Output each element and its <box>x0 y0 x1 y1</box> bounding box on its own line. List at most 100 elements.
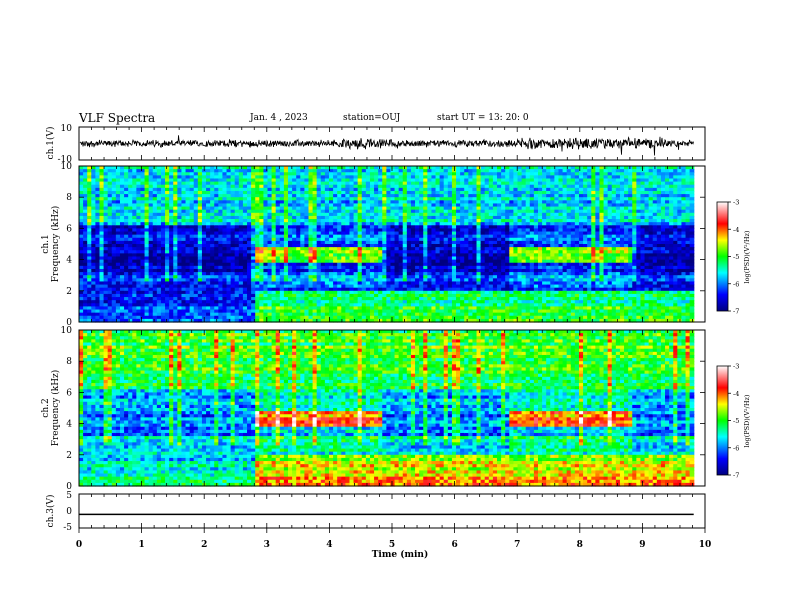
spectrogram-cell <box>402 309 408 314</box>
spectrogram-cell <box>386 244 392 248</box>
spectrogram-cell <box>255 178 260 183</box>
spectrogram-cell <box>136 184 142 189</box>
spectrogram-cell <box>222 212 228 217</box>
spectrogram-cell <box>312 268 318 273</box>
spectrogram-cell <box>308 209 314 214</box>
spectrogram-cell <box>251 234 256 239</box>
spectrogram-cell <box>353 225 359 229</box>
spectrogram-cell <box>374 278 379 283</box>
spectrogram-cell <box>316 262 322 267</box>
spectrogram-cell <box>283 190 289 195</box>
spectrogram-cell <box>226 184 232 189</box>
spectrogram-cell <box>296 247 301 251</box>
spectrogram-cell <box>464 284 469 289</box>
spectrogram-cell <box>304 190 310 195</box>
spectrogram-cell <box>296 222 301 226</box>
spectrogram-cell <box>83 278 88 283</box>
spectrogram-cell <box>226 281 232 286</box>
spectrogram-cell <box>95 268 101 273</box>
spectrogram-cell <box>83 166 88 170</box>
spectrogram-cell <box>365 275 371 279</box>
spectrogram-cell <box>480 256 486 261</box>
spectrogram-cell <box>464 231 469 236</box>
spectrogram-cell <box>337 275 342 279</box>
spectrogram-cell <box>230 219 236 223</box>
spectrogram-cell <box>87 237 92 242</box>
spectrogram-cell <box>144 250 150 254</box>
spectrogram-cell <box>234 228 240 233</box>
spectrogram-cell <box>210 303 215 307</box>
spectrogram-cell <box>451 265 457 270</box>
spectrogram-cell <box>324 225 330 229</box>
spectrogram-cell <box>169 206 174 211</box>
spectrogram-cell <box>99 234 105 239</box>
spectrogram-cell <box>132 275 137 279</box>
spectrogram-cell <box>234 240 240 245</box>
spectrogram-cell <box>341 256 346 261</box>
spectrogram-cell <box>390 237 396 242</box>
spectrogram-cell <box>214 190 219 195</box>
spectrogram-cell <box>247 244 252 248</box>
spectrogram-cell <box>210 290 215 295</box>
spectrogram-cell <box>218 166 224 170</box>
spectrogram-cell <box>345 172 351 176</box>
spectrogram-cell <box>480 318 486 323</box>
spectrogram-cell <box>451 206 457 211</box>
spectrogram-cell <box>292 237 297 242</box>
spectrogram-cell <box>267 300 273 304</box>
spectrogram-cell <box>103 303 109 307</box>
spectrogram-cell <box>365 281 371 286</box>
spectrogram-cell <box>435 290 441 295</box>
spectrogram-cell <box>484 206 490 211</box>
spectrogram-cell <box>177 209 183 214</box>
spectrogram-cell <box>353 197 359 201</box>
spectrogram-cell <box>185 250 191 254</box>
spectrogram-cell <box>300 259 305 264</box>
spectrogram-cell <box>226 284 232 289</box>
spectrogram-cell <box>156 290 162 295</box>
spectrogram-cell <box>140 166 146 170</box>
spectrogram-cell <box>439 250 445 254</box>
spectrogram-cell <box>87 231 92 236</box>
spectrogram-cell <box>95 175 101 180</box>
spectrogram-cell <box>251 184 256 189</box>
spectrogram-cell <box>283 272 289 276</box>
spectrogram-cell <box>468 250 474 254</box>
spectrogram-cell <box>345 240 351 245</box>
spectrogram-cell <box>128 175 133 180</box>
spectrogram-cell <box>255 250 260 254</box>
spectrogram-cell <box>296 303 301 307</box>
spectrogram-cell <box>259 197 265 201</box>
spectrogram-cell <box>337 169 342 173</box>
spectrogram-cell <box>443 284 449 289</box>
spectrogram-cell <box>160 169 166 173</box>
spectrogram-cell <box>406 197 412 201</box>
spectrogram-cell <box>136 300 142 304</box>
spectrogram-cell <box>242 300 248 304</box>
spectrogram-cell <box>177 300 183 304</box>
spectrogram-cell <box>206 287 211 292</box>
spectrogram-cell <box>341 228 346 233</box>
spectrogram-cell <box>148 178 154 183</box>
spectrogram-cell <box>124 278 129 283</box>
spectrogram-cell <box>152 197 158 201</box>
spectrogram-cell <box>476 250 482 254</box>
spectrogram-cell <box>99 190 105 195</box>
spectrogram-cell <box>91 300 96 304</box>
spectrogram-cell <box>148 187 154 192</box>
spectrogram-cell <box>300 166 305 170</box>
spectrogram-cell <box>439 190 445 195</box>
spectrogram-cell <box>292 300 297 304</box>
spectrogram-cell <box>247 197 252 201</box>
spectrogram-cell <box>160 275 166 279</box>
spectrogram-cell <box>160 209 166 214</box>
spectrogram-cell <box>415 184 420 189</box>
spectrogram-cell <box>390 306 396 311</box>
spectrogram-cell <box>316 318 322 323</box>
spectrogram-cell <box>275 240 281 245</box>
spectrogram-cell <box>419 225 424 229</box>
spectrogram-cell <box>402 184 408 189</box>
spectrogram-cell <box>279 187 285 192</box>
spectrogram-cell <box>369 312 375 317</box>
spectrogram-cell <box>386 209 392 214</box>
